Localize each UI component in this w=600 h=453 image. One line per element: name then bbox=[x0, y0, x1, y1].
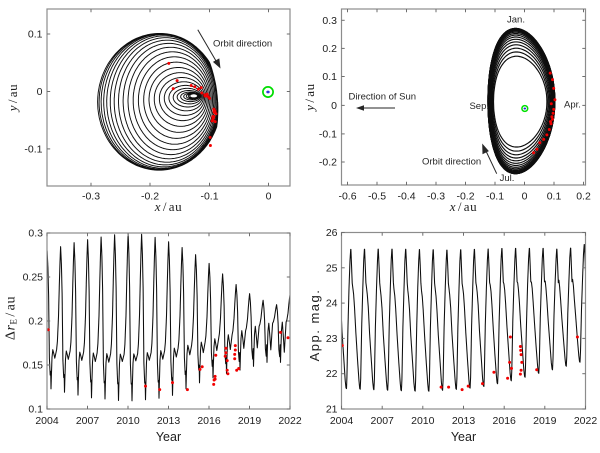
svg-text:-0.6: -0.6 bbox=[338, 191, 356, 203]
svg-text:0.1: 0.1 bbox=[28, 29, 43, 41]
svg-text:Direction of Sun: Direction of Sun bbox=[349, 92, 417, 103]
svg-text:0: 0 bbox=[266, 191, 272, 203]
svg-text:y / au: y / au bbox=[302, 83, 317, 112]
svg-text:-0.2: -0.2 bbox=[456, 191, 474, 203]
svg-text:0.3: 0.3 bbox=[28, 228, 43, 240]
svg-text:-0.5: -0.5 bbox=[368, 191, 386, 203]
svg-text:2013: 2013 bbox=[157, 415, 181, 427]
svg-text:2016: 2016 bbox=[493, 415, 517, 427]
svg-text:0.2: 0.2 bbox=[322, 43, 337, 55]
svg-text:x / au: x / au bbox=[449, 199, 477, 214]
svg-text:0.2: 0.2 bbox=[576, 191, 591, 203]
svg-text:24: 24 bbox=[326, 298, 338, 310]
svg-text:2019: 2019 bbox=[533, 415, 557, 427]
svg-text:0.1: 0.1 bbox=[322, 71, 337, 83]
svg-text:0: 0 bbox=[331, 100, 337, 112]
svg-text:0.25: 0.25 bbox=[23, 272, 44, 284]
svg-text:-0.1: -0.1 bbox=[486, 191, 504, 203]
svg-text:2004: 2004 bbox=[330, 415, 354, 427]
svg-text:2022: 2022 bbox=[574, 415, 598, 427]
svg-text:-0.4: -0.4 bbox=[397, 191, 415, 203]
svg-text:0.2: 0.2 bbox=[28, 316, 43, 328]
svg-text:Year: Year bbox=[451, 430, 476, 444]
svg-text:-0.1: -0.1 bbox=[200, 191, 218, 203]
svg-text:-0.2: -0.2 bbox=[141, 191, 159, 203]
svg-text:25: 25 bbox=[326, 262, 338, 274]
svg-text:21: 21 bbox=[326, 404, 338, 416]
svg-text:26: 26 bbox=[326, 227, 338, 239]
svg-text:2004: 2004 bbox=[35, 415, 59, 427]
svg-text:Orbit direction: Orbit direction bbox=[213, 39, 272, 50]
svg-text:-0.2: -0.2 bbox=[319, 157, 337, 169]
svg-text:y / au: y / au bbox=[5, 84, 20, 113]
svg-text:23: 23 bbox=[326, 333, 338, 345]
svg-text:Apr.: Apr. bbox=[564, 100, 581, 111]
svg-text:Jul.: Jul. bbox=[500, 173, 515, 184]
svg-text:Orbit direction: Orbit direction bbox=[422, 157, 481, 168]
svg-text:-0.3: -0.3 bbox=[427, 191, 445, 203]
svg-text:2010: 2010 bbox=[116, 415, 140, 427]
svg-text:22: 22 bbox=[326, 368, 338, 380]
svg-text:-0.1: -0.1 bbox=[319, 128, 337, 140]
svg-text:2007: 2007 bbox=[76, 415, 100, 427]
svg-text:2010: 2010 bbox=[411, 415, 435, 427]
svg-text:Year: Year bbox=[156, 430, 181, 444]
svg-text:Jan.: Jan. bbox=[507, 15, 525, 26]
svg-text:-0.3: -0.3 bbox=[82, 191, 100, 203]
svg-text:2016: 2016 bbox=[197, 415, 221, 427]
svg-text:0: 0 bbox=[37, 86, 43, 98]
svg-text:0.1: 0.1 bbox=[547, 191, 562, 203]
svg-text:App. mag.: App. mag. bbox=[307, 289, 322, 362]
svg-text:x / au: x / au bbox=[154, 199, 182, 214]
svg-text:ΔrE / au: ΔrE / au bbox=[4, 296, 19, 340]
svg-text:-0.1: -0.1 bbox=[24, 143, 42, 155]
svg-text:Sep.: Sep. bbox=[469, 101, 489, 112]
svg-text:0.3: 0.3 bbox=[322, 15, 337, 27]
svg-text:2013: 2013 bbox=[452, 415, 476, 427]
svg-text:2022: 2022 bbox=[278, 415, 302, 427]
svg-text:2019: 2019 bbox=[238, 415, 262, 427]
svg-text:0: 0 bbox=[522, 191, 528, 203]
svg-text:0.15: 0.15 bbox=[23, 360, 44, 372]
svg-text:0.1: 0.1 bbox=[28, 404, 43, 416]
svg-text:2007: 2007 bbox=[371, 415, 395, 427]
